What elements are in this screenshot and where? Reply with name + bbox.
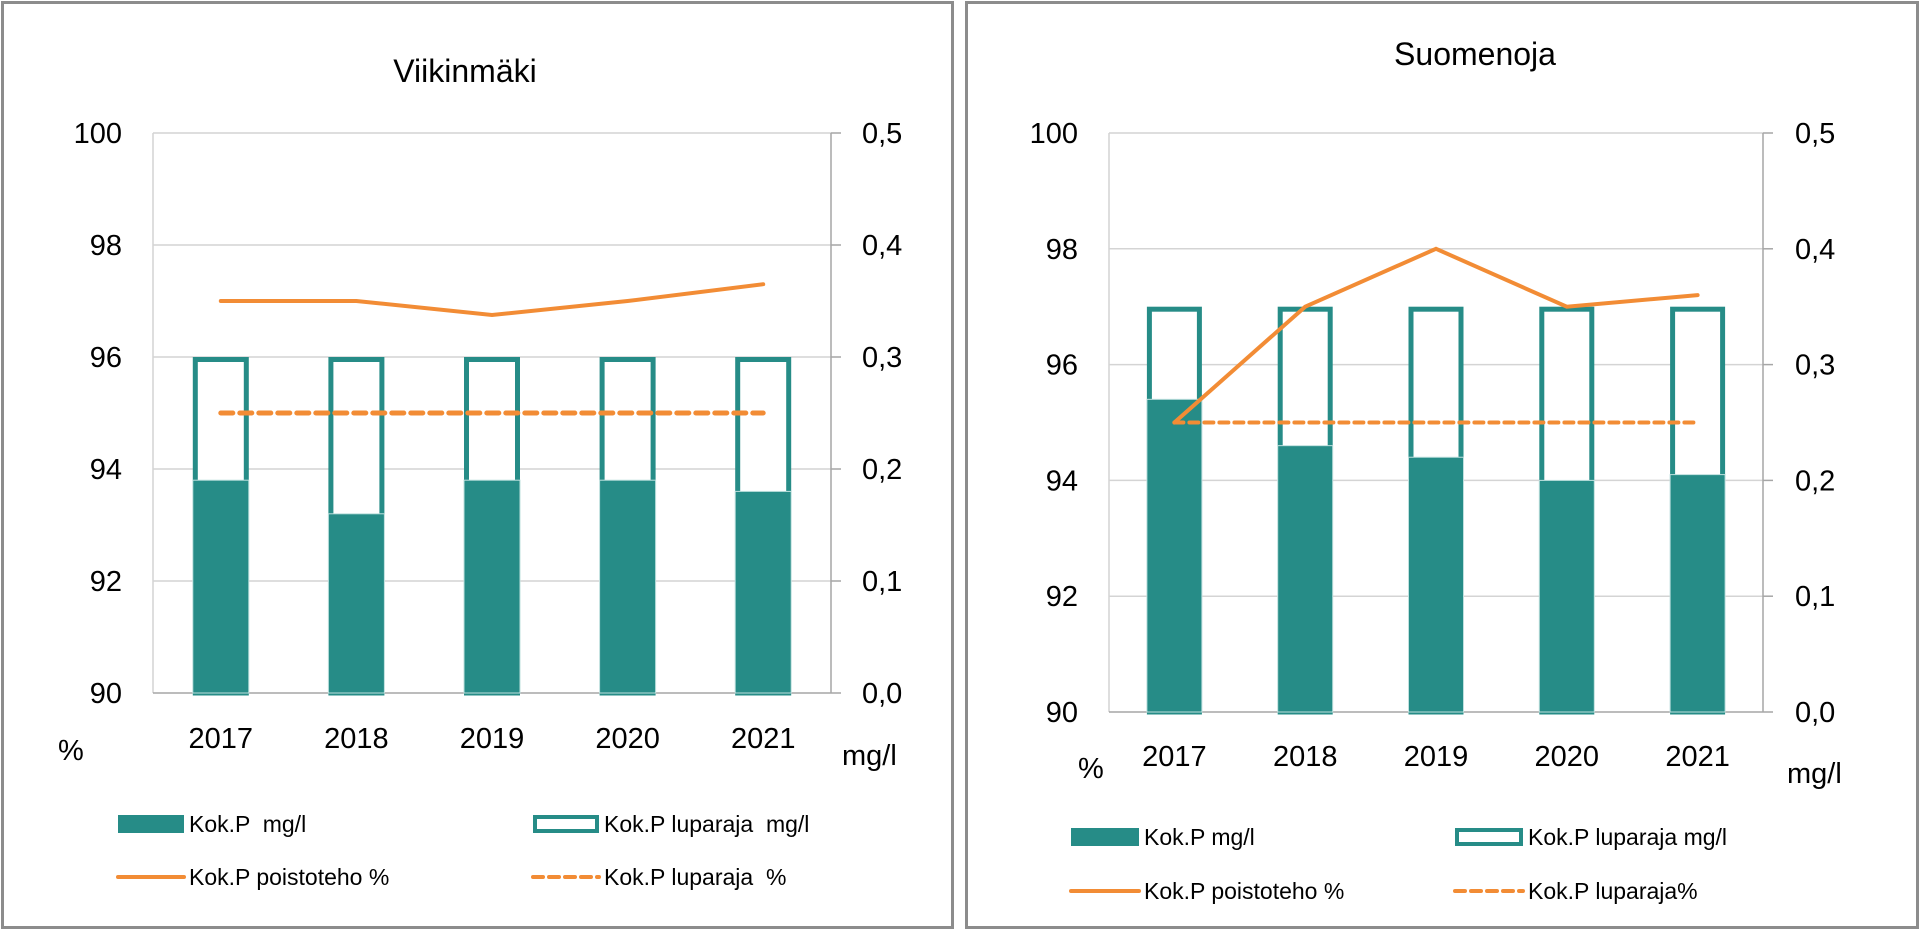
right-axis-tick-label: 0,0 (1795, 697, 1835, 729)
bar-measured (327, 513, 385, 694)
right-axis-tick-label: 0,0 (862, 678, 902, 710)
right-axis-tick-label: 0,4 (862, 230, 902, 262)
right-axis-tick-label: 0,3 (1795, 350, 1835, 382)
left-axis-tick-label: 100 (1030, 118, 1078, 150)
right-axis-tick-label: 0,2 (1795, 465, 1835, 497)
legend-label: Kok.P luparaja mg/l (1528, 824, 1727, 850)
left-axis-unit-label: % (58, 735, 84, 767)
chart-title: Suomenoja (1394, 36, 1556, 72)
x-axis-category-label: 2018 (324, 723, 389, 755)
right-axis-tick-label: 0,1 (1795, 581, 1835, 613)
x-axis-category-label: 2021 (731, 723, 796, 755)
legend-swatch-filled-bar (1071, 828, 1139, 846)
right-axis-tick-label: 0,2 (862, 454, 902, 486)
bar-measured (192, 479, 250, 694)
legend-label: Kok.P poistoteho % (189, 864, 389, 890)
left-axis-tick-label: 96 (90, 342, 122, 374)
legend-swatch-outline-bar (533, 815, 599, 833)
left-axis-tick-label: 92 (90, 566, 122, 598)
legend-label: Kok.P poistoteho % (1144, 878, 1344, 904)
left-axis-tick-label: 94 (1046, 465, 1078, 497)
right-axis-tick-label: 0,3 (862, 342, 902, 374)
legend-label: Kok.P luparaja% (1528, 878, 1698, 904)
legend-label: Kok.P mg/l (1144, 824, 1255, 850)
legend-label: Kok.P mg/l (189, 811, 306, 837)
chart-title: Viikinmäki (393, 53, 536, 89)
left-axis-unit-label: % (1078, 753, 1104, 785)
left-axis-tick-label: 94 (90, 454, 122, 486)
legend-label: Kok.P luparaja mg/l (604, 811, 809, 837)
right-axis-tick-label: 0,5 (1795, 118, 1835, 150)
bar-measured (1408, 456, 1464, 713)
right-axis-tick-label: 0,5 (862, 118, 902, 150)
bar-measured (463, 479, 521, 694)
bar-measured (1538, 479, 1595, 713)
x-axis-category-label: 2019 (1404, 741, 1469, 773)
bar-measured (1146, 398, 1203, 713)
x-axis-category-label: 2017 (1142, 741, 1207, 773)
legend-swatch-filled-bar (118, 815, 184, 833)
line-removal-efficiency (1172, 246, 1700, 425)
legend-label: Kok.P luparaja % (604, 864, 786, 890)
x-axis-category-label: 2018 (1273, 741, 1338, 773)
left-axis-tick-label: 98 (90, 230, 122, 262)
left-axis-tick-label: 98 (1046, 234, 1078, 266)
x-axis-category-label: 2021 (1665, 741, 1730, 773)
legend-swatch-outline-bar (1455, 828, 1523, 846)
x-axis-category-label: 2020 (1535, 741, 1600, 773)
left-axis-tick-label: 96 (1046, 350, 1078, 382)
bar-measured (1277, 445, 1334, 713)
right-axis-tick-label: 0,1 (862, 566, 902, 598)
bar-measured (599, 479, 657, 694)
x-axis-category-label: 2020 (595, 723, 660, 755)
left-axis-tick-label: 90 (1046, 697, 1078, 729)
bar-measured (734, 490, 792, 694)
x-axis-category-label: 2019 (460, 723, 525, 755)
right-axis-unit-label: mg/l (1787, 758, 1842, 790)
right-axis-tick-label: 0,4 (1795, 234, 1835, 266)
x-axis-category-label: 2017 (189, 723, 254, 755)
bar-measured (1669, 474, 1726, 713)
right-axis-unit-label: mg/l (842, 740, 897, 772)
left-axis-tick-label: 100 (74, 118, 122, 150)
left-axis-tick-label: 92 (1046, 581, 1078, 613)
line-removal-efficiency (218, 282, 766, 318)
left-axis-tick-label: 90 (90, 678, 122, 710)
